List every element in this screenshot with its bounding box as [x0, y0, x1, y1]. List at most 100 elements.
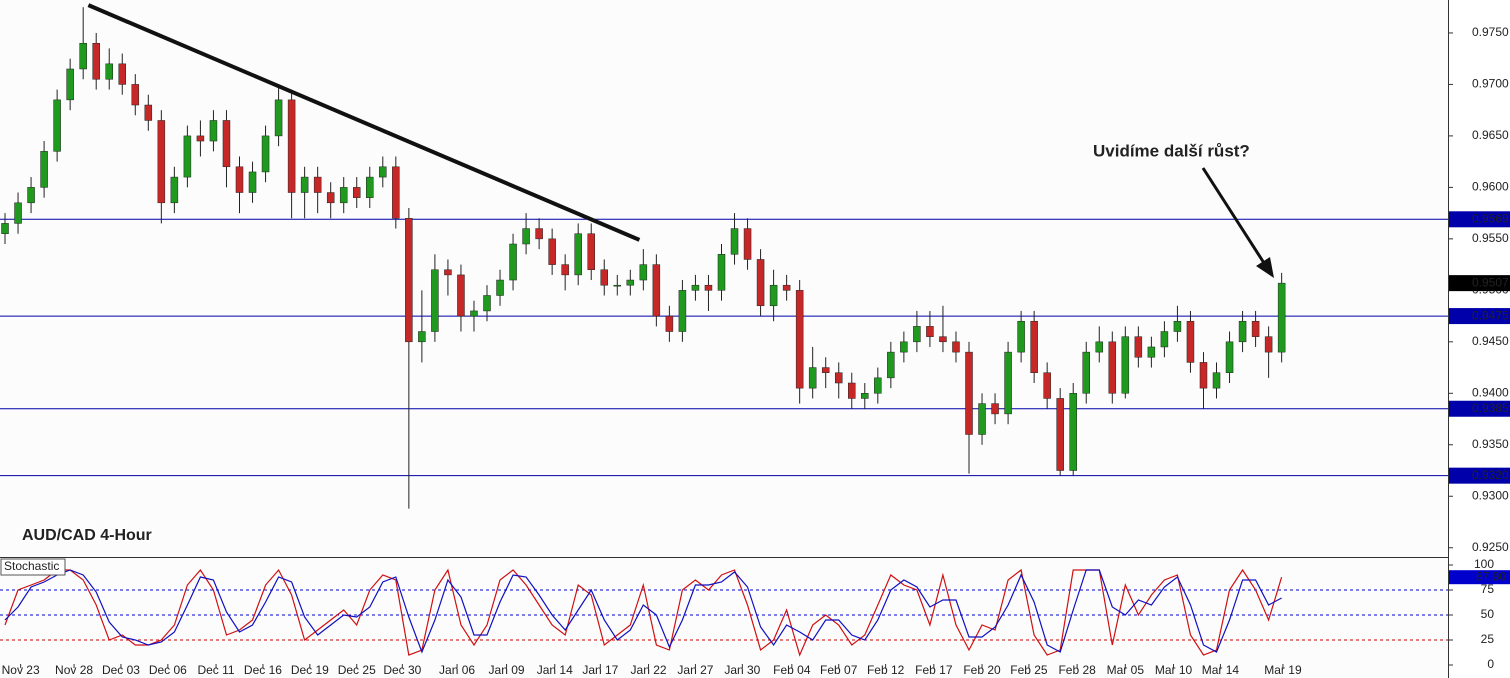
candle-body	[1030, 320, 1038, 373]
candle-body	[1160, 331, 1169, 348]
indicator-label-box	[0, 558, 66, 576]
level-label: 0.9569	[1472, 211, 1509, 225]
candle-body	[1199, 362, 1208, 389]
x-tick-label: Jan 30	[724, 663, 760, 677]
candle-body	[352, 187, 361, 198]
x-tick-label: Dec 25	[338, 663, 376, 677]
candle-body	[326, 192, 335, 204]
candle-body	[27, 187, 35, 204]
current-value-box	[1449, 570, 1510, 585]
candle-body	[874, 377, 882, 394]
candle-body	[600, 269, 609, 286]
y-tick-label: 0.9450	[1472, 334, 1509, 348]
candle-body	[561, 264, 569, 276]
candle-body	[300, 176, 309, 193]
candle-body	[1121, 336, 1130, 394]
y-tick-label: 0.9350	[1472, 437, 1509, 451]
candle-body	[678, 290, 687, 332]
candle-body	[717, 254, 726, 291]
candle-body	[392, 166, 400, 219]
y-tick-label: 75	[1481, 582, 1495, 596]
x-tick-label: Dec 19	[291, 663, 329, 677]
candle-body	[1017, 320, 1025, 353]
current-price-label: 0.9507	[1472, 275, 1509, 289]
x-tick-label: Feb 28	[1058, 663, 1096, 677]
y-tick-label: 0.9250	[1472, 540, 1509, 554]
candle-body	[952, 341, 960, 353]
candle-body	[431, 269, 439, 332]
candle-body	[53, 99, 61, 152]
candle-body	[913, 326, 921, 343]
candle-body	[1069, 393, 1077, 471]
candle-body	[118, 63, 127, 85]
candle-body	[274, 99, 283, 137]
y-tick-label: 0	[1487, 657, 1494, 671]
candle-body	[1108, 341, 1117, 394]
candle-body	[704, 284, 713, 291]
candle-body	[1, 223, 9, 234]
candle-body	[821, 367, 830, 373]
candle-body	[574, 233, 582, 276]
candle-body	[808, 367, 817, 389]
candle-body	[92, 42, 100, 80]
stochastic-line	[4, 568, 1283, 657]
y-tick-label: 0.9300	[1472, 488, 1509, 502]
candle-body	[105, 63, 113, 80]
x-tick-label: Jan 17	[582, 663, 618, 677]
candle-body	[1251, 320, 1260, 337]
candle-body	[730, 228, 739, 255]
x-tick-label: Feb 04	[773, 663, 811, 677]
x-tick-label: Dec 06	[149, 663, 187, 677]
candle-body	[170, 176, 179, 204]
level-label-box	[1449, 308, 1510, 325]
candle-body	[222, 120, 231, 168]
candle-body	[1004, 351, 1012, 415]
x-tick-label: Mar 05	[1107, 663, 1145, 677]
candle-body	[483, 295, 491, 312]
candle-body	[652, 264, 661, 317]
candle-body	[379, 166, 387, 178]
x-tick-label: Feb 07	[820, 663, 858, 677]
x-tick-label: Nov 28	[55, 663, 93, 677]
x-tick-label: Dec 30	[383, 663, 421, 677]
marks: 0.92500.93000.93500.94000.94500.95000.95…	[0, 3, 1510, 677]
candle-body	[1212, 372, 1221, 389]
y-tick-label: 0.9750	[1472, 25, 1509, 39]
x-tick-label: Dec 11	[197, 663, 234, 677]
y-tick-label: 50	[1481, 607, 1495, 621]
candle-body	[40, 151, 48, 188]
candle-body	[366, 176, 374, 198]
candle-body	[509, 243, 517, 281]
trendline	[87, 3, 641, 242]
y-tick-label: 0.9400	[1472, 385, 1509, 399]
candle-body	[1095, 341, 1104, 353]
x-tick-label: Jan 09	[489, 663, 525, 677]
candle-body	[418, 331, 426, 343]
candle-body	[548, 238, 556, 265]
level-label: 0.9385	[1472, 401, 1509, 415]
candle-body	[782, 284, 791, 291]
annotation-arrowhead	[1256, 257, 1274, 278]
y-tick-label: 0.9650	[1472, 128, 1509, 142]
x-tick-label: Feb 17	[915, 663, 953, 677]
candle-body	[66, 68, 74, 101]
level-label: 0.9475	[1472, 308, 1509, 322]
candle-body	[795, 290, 804, 389]
level-label-box	[1449, 211, 1510, 228]
candle-body	[457, 274, 465, 317]
x-tick-label: Mar 10	[1155, 663, 1193, 677]
candle-body	[157, 120, 166, 204]
annotation-arrow	[1201, 167, 1266, 264]
annotation: Uvidíme další růst?	[1093, 141, 1250, 160]
candle-body	[1043, 372, 1051, 399]
x-tick-label: Mar 19	[1264, 663, 1302, 677]
candle-body	[626, 279, 635, 286]
candle-body	[587, 233, 595, 270]
candle-body	[14, 202, 22, 224]
candle-body	[926, 326, 934, 337]
indicator-label: Stochastic	[4, 559, 59, 573]
stochastic-line	[4, 569, 1282, 654]
candle-body	[900, 341, 908, 353]
candle-body	[1056, 398, 1064, 471]
